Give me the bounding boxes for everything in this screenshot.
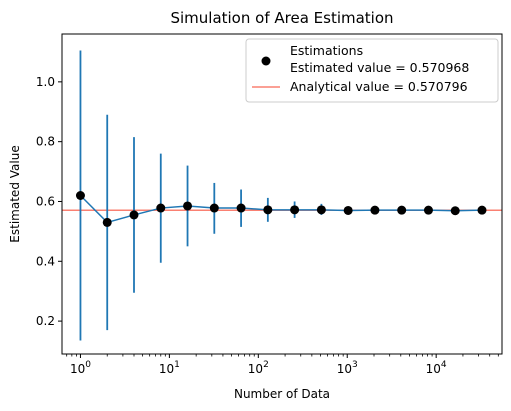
estimation-point-12 <box>397 205 407 215</box>
x-tick-label-1: 101 <box>159 360 180 376</box>
estimation-point-9 <box>316 205 326 215</box>
estimation-point-13 <box>423 205 433 215</box>
estimation-point-10 <box>343 205 353 215</box>
y-tick-label-0: 0.2 <box>36 314 55 328</box>
estimation-line <box>79 194 483 224</box>
y-tick-label-1: 0.4 <box>36 254 55 268</box>
legend-label-analytical: Analytical value = 0.570796 <box>290 79 468 94</box>
plot-frame <box>61 33 503 355</box>
estimation-point-3 <box>156 203 166 213</box>
x-tick-label-3: 103 <box>337 360 358 376</box>
legend-label-estimations: Estimations <box>290 43 363 58</box>
legend-marker-estimations <box>261 56 271 66</box>
estimation-point-0 <box>75 190 85 200</box>
estimation-point-4 <box>183 201 193 211</box>
estimation-point-1 <box>102 217 112 227</box>
legend-box <box>245 38 499 103</box>
y-axis-title: Estimated Value <box>8 145 22 242</box>
estimation-point-8 <box>290 205 300 215</box>
plot-area <box>62 50 502 341</box>
estimation-point-5 <box>209 203 219 213</box>
estimation-point-11 <box>370 205 380 215</box>
chart-title: Simulation of Area Estimation <box>170 9 393 27</box>
y-tick-label-2: 0.6 <box>36 194 55 208</box>
estimation-point-2 <box>129 210 139 220</box>
y-tick-label-3: 0.8 <box>36 135 55 149</box>
x-tick-label-0: 100 <box>70 360 91 376</box>
estimation-point-6 <box>236 203 246 213</box>
x-tick-label-2: 102 <box>248 360 269 376</box>
estimation-point-14 <box>450 206 460 216</box>
estimation-point-15 <box>477 205 487 215</box>
x-axis-title: Number of Data <box>234 387 330 401</box>
x-axis: 100 101 102 103 104 <box>66 354 499 376</box>
y-tick-label-4: 1.0 <box>36 75 55 89</box>
y-axis: 0.2 0.4 0.6 0.8 1.0 <box>36 75 62 328</box>
estimation-point-7 <box>263 205 273 215</box>
legend-label-estimated-value: Estimated value = 0.570968 <box>290 60 469 75</box>
x-tick-label-4: 104 <box>426 360 447 376</box>
legend: Estimations Estimated value = 0.570968 A… <box>245 38 499 103</box>
